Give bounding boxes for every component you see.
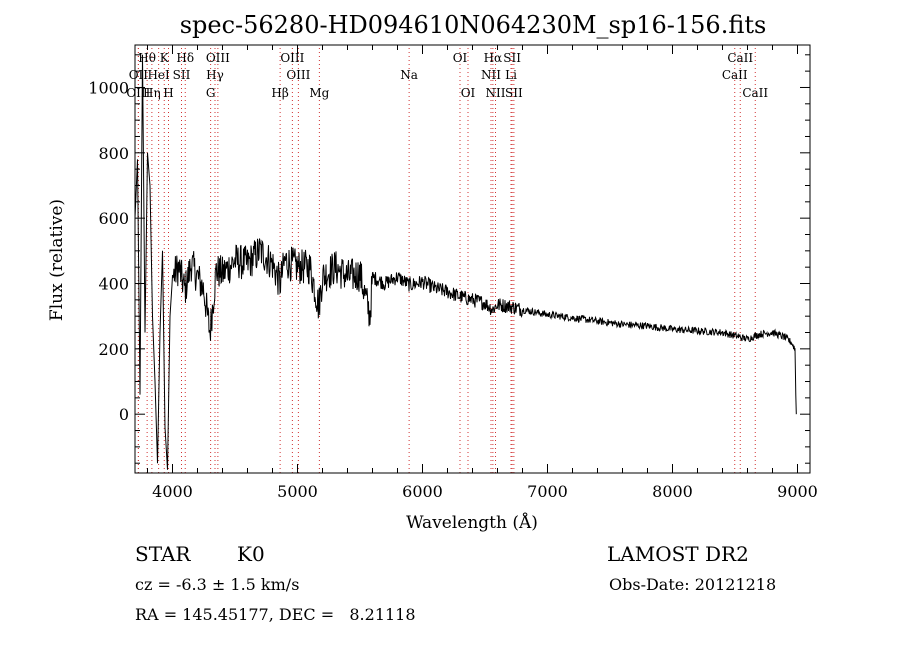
y-tick-label: 800 (98, 144, 129, 163)
spectral-line-label: OIII (206, 51, 230, 65)
x-tick-label: 4000 (152, 482, 193, 501)
spectral-line-label: NII (486, 86, 506, 100)
spectral-line-label: Hδ (176, 51, 194, 65)
object-subclass: K0 (237, 542, 265, 566)
x-tick-label: 7000 (527, 482, 568, 501)
chart-title: spec-56280-HD094610N064230M_sp16-156.fit… (180, 11, 767, 39)
y-tick-label: 0 (119, 405, 129, 424)
x-tick-label: 8000 (652, 482, 693, 501)
spectral-line-label: OI (461, 86, 476, 100)
spectral-line-label: SII (173, 68, 191, 82)
coordinates-readout: RA = 145.45177, DEC = 8.21118 (135, 605, 416, 624)
spectral-line-label: H (163, 86, 173, 100)
x-tick-label: 5000 (277, 482, 318, 501)
spectral-line-label: OIII (126, 86, 150, 100)
plot-frame (134, 44, 811, 474)
y-axis-label: Flux (relative) (47, 199, 67, 321)
spectral-line-label: K (160, 51, 170, 65)
spectral-line-label: CaII (722, 68, 748, 82)
spectral-line-label: G (206, 86, 216, 100)
spectral-line-label: Hθ (138, 51, 156, 65)
spectral-line-label: Hα (484, 51, 503, 65)
spectrum-series-line (134, 54, 797, 470)
spectral-line-label: OII (129, 68, 149, 82)
spectral-line-label: Li (505, 68, 517, 82)
redshift-readout: cz = -6.3 ± 1.5 km/s (135, 575, 300, 594)
object-class: STAR (135, 542, 191, 566)
spectral-line-label: NII (481, 68, 501, 82)
obs-date: Obs-Date: 20121218 (609, 575, 777, 594)
spectral-line-label: Na (400, 68, 418, 82)
y-tick-label: 600 (98, 209, 129, 228)
x-axis-label: Wavelength (Å) (406, 512, 538, 533)
spectral-line-label: Mg (309, 86, 329, 100)
spectral-line-label: CaII (742, 86, 768, 100)
y-tick-label: 400 (98, 275, 129, 294)
spectral-line-label: OIII (286, 68, 310, 82)
spectral-line-label: SII (505, 86, 523, 100)
y-tick-label: 200 (98, 340, 129, 359)
spectral-line-label: Hβ (271, 86, 288, 100)
x-tick-label: 6000 (402, 482, 443, 501)
spectral-line-label: SII (503, 51, 521, 65)
spectral-line-label: Hη (143, 86, 161, 100)
survey-name: LAMOST DR2 (607, 542, 749, 566)
spectral-line-label: Hγ (206, 68, 224, 82)
x-tick-label: 9000 (777, 482, 818, 501)
spectral-line-label: OI (453, 51, 468, 65)
spectral-line-label: OIII (280, 51, 304, 65)
axis-ticks: 4000 5000 6000 7000 8000 9000 0 200 400 600 800 100… (88, 45, 818, 501)
spectral-line-markers (137, 48, 756, 473)
y-tick-label: 1000 (88, 78, 129, 97)
spectral-line-label: HeI (147, 68, 170, 82)
spectral-line-label: CaII (727, 51, 753, 65)
